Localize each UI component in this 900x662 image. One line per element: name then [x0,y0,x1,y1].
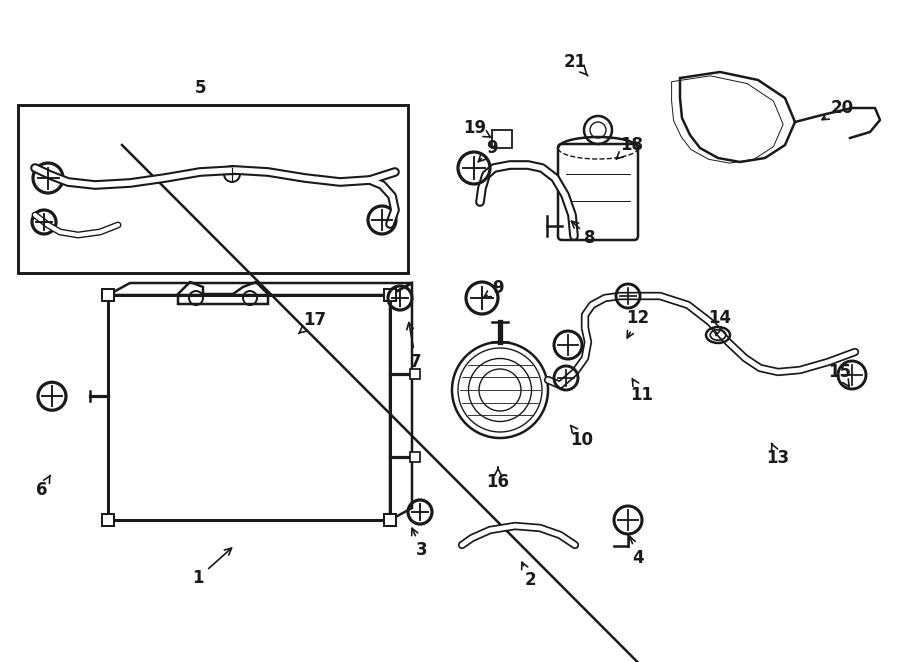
Text: 18: 18 [616,136,643,159]
Text: 1: 1 [193,548,231,587]
Text: 8: 8 [572,221,596,247]
Text: 16: 16 [487,467,509,491]
Text: 9: 9 [484,279,504,297]
Text: 4: 4 [629,536,643,567]
Bar [384,514,396,526]
Text: 6: 6 [36,475,50,499]
Text: 7: 7 [407,322,422,371]
Text: 12: 12 [626,309,650,338]
Text: 17: 17 [299,311,327,334]
Text: 21: 21 [563,53,588,76]
Bar [102,289,114,301]
Text: 19: 19 [464,119,491,138]
Text: 15: 15 [829,363,851,387]
Text: 9: 9 [478,139,498,162]
Text: 2: 2 [522,562,536,589]
Circle shape [452,342,548,438]
Bar [410,369,420,379]
Text: 20: 20 [822,99,853,120]
Text: 13: 13 [767,444,789,467]
Bar [384,289,396,301]
Text: 5: 5 [194,79,206,97]
Text: 14: 14 [708,309,732,336]
Text: 10: 10 [571,426,593,449]
Bar [410,452,420,462]
Text: 3: 3 [411,528,428,559]
Bar [102,514,114,526]
Bar [18,105,408,273]
Text: 11: 11 [631,379,653,404]
Bar [108,295,390,520]
Bar [492,130,512,148]
